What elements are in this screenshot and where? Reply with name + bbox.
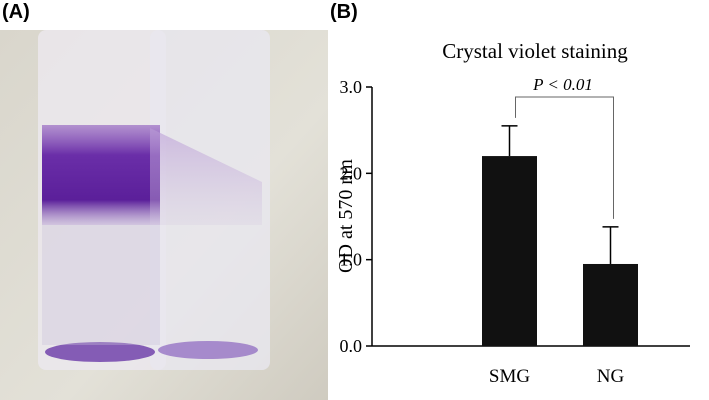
chart-title: Crystal violet staining bbox=[442, 39, 628, 63]
y-tick-label: 3.0 bbox=[340, 77, 363, 97]
panel-label: (A) bbox=[2, 1, 30, 23]
significance-bracket bbox=[515, 96, 614, 219]
bar bbox=[583, 263, 638, 346]
y-tick-label: 2.0 bbox=[340, 163, 363, 183]
y-tick-label: 0.0 bbox=[340, 336, 363, 356]
annotation: P < 0.01 bbox=[532, 75, 593, 94]
x-tick-label: NG bbox=[597, 366, 625, 387]
stain-lower-left bbox=[42, 225, 160, 345]
y-tick-label: 1.0 bbox=[340, 250, 363, 270]
photo bbox=[0, 30, 328, 400]
x-tick-label: SMG bbox=[489, 366, 530, 387]
y-axis-label: OD at 570 nm bbox=[335, 159, 357, 273]
bar bbox=[482, 156, 537, 346]
panel-label: (B) bbox=[330, 1, 358, 23]
stain-bottom-right bbox=[158, 341, 258, 359]
stain-bottom-left bbox=[45, 342, 155, 362]
stain-band-left bbox=[42, 125, 160, 225]
stain-band-right bbox=[150, 128, 262, 225]
